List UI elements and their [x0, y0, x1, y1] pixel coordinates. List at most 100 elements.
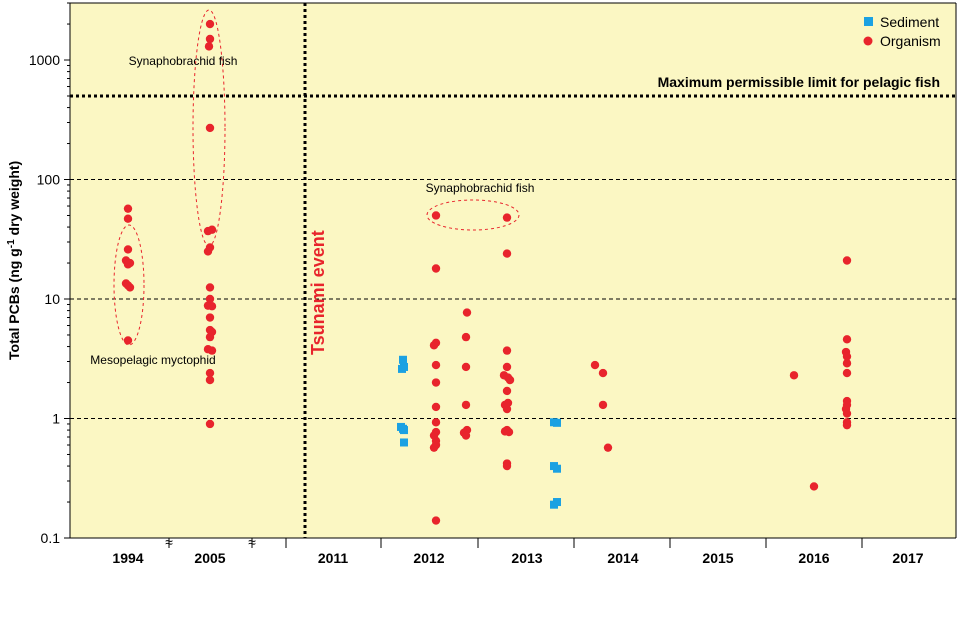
- organism-point-12: [204, 42, 214, 51]
- annotation-2: Synaphobrachid fish: [426, 181, 535, 195]
- annotation-1: Mesopelagic myctophid: [90, 353, 215, 367]
- ellipse-myctophid: [113, 224, 145, 346]
- sediment-point-10: [553, 464, 561, 473]
- annotation-0: Synaphobrachid fish: [129, 54, 238, 68]
- organism-point-78: [842, 368, 852, 378]
- event-line-group: Tsunami event: [303, 3, 328, 538]
- organism-point-69: [598, 368, 608, 378]
- organism-point-59: [502, 386, 512, 396]
- organism-point-55: [502, 362, 512, 372]
- x-tick-label-2005: 2005: [194, 550, 225, 566]
- organism-point-13: [205, 123, 215, 133]
- sediment-point-12: [550, 500, 558, 509]
- annotations: Synaphobrachid fish Mesopelagic myctophid…: [90, 54, 534, 367]
- legend-marker-sediment: [864, 17, 873, 26]
- limit-label: Maximum permissible limit for pelagic fi…: [658, 74, 940, 90]
- x-tick-label-2016: 2016: [798, 550, 829, 566]
- organism-point-44: [431, 516, 441, 525]
- organism-point-82: [842, 409, 852, 418]
- ellipse-synaphobrachid-2012: [426, 199, 520, 231]
- organism-point-25: [205, 332, 215, 342]
- organism-point-70: [598, 400, 608, 410]
- organism-point-74: [842, 335, 852, 344]
- organism-point-52: [502, 213, 512, 222]
- organism-point-72: [789, 371, 799, 380]
- organism-point-32: [431, 264, 441, 273]
- legend-label-1: Organism: [880, 33, 941, 49]
- organism-point-43: [429, 443, 439, 452]
- organism-point-47: [461, 362, 471, 372]
- plot-background: [70, 3, 956, 538]
- organism-point-2: [123, 245, 133, 254]
- x-tick-label-2011: 2011: [318, 550, 349, 566]
- organism-point-77: [842, 359, 852, 368]
- legend-label-0: Sediment: [880, 14, 939, 30]
- x-tick-label-2012: 2012: [413, 550, 444, 566]
- reference-line-group: Maximum permissible limit for pelagic fi…: [70, 74, 956, 98]
- sediment-point-6: [400, 438, 408, 447]
- organism-point-73: [842, 256, 852, 265]
- gridlines: [70, 179, 956, 420]
- organism-point-8: [125, 283, 135, 292]
- organism-point-15: [203, 226, 213, 236]
- sediment-point-5: [400, 426, 408, 435]
- data-points: [121, 19, 852, 525]
- y-tick-label-3: 100: [37, 172, 61, 188]
- organism-point-53: [502, 249, 512, 258]
- organism-point-10: [205, 19, 215, 29]
- legend: Sediment Organism: [863, 14, 941, 49]
- organism-point-27: [207, 346, 217, 355]
- organism-point-30: [205, 419, 215, 429]
- organism-point-71: [603, 443, 613, 452]
- organism-point-58: [505, 375, 515, 385]
- organism-point-37: [431, 402, 441, 412]
- organism-point-76: [842, 352, 852, 361]
- organism-point-48: [461, 400, 471, 410]
- x-tick-label-2014: 2014: [607, 550, 638, 566]
- axis-break-mark-0: ≈: [165, 534, 173, 550]
- organism-point-51: [461, 431, 471, 440]
- axis-break-mark-1: ≈: [248, 534, 256, 550]
- x-tick-label-2017: 2017: [892, 550, 923, 566]
- organism-point-45: [462, 308, 472, 317]
- tsunami-label: Tsunami event: [308, 230, 328, 355]
- y-label-main: Total PCBs (ng g: [6, 248, 22, 360]
- y-tick-label-1: 1: [52, 411, 60, 427]
- organism-point-21: [207, 302, 217, 311]
- organism-point-1: [123, 214, 133, 223]
- organism-point-31: [431, 211, 441, 220]
- organism-point-29: [205, 375, 215, 385]
- organism-point-67: [502, 461, 512, 471]
- sediment-point-2: [398, 364, 406, 373]
- legend-marker-organism: [863, 36, 873, 46]
- organism-point-84: [842, 420, 852, 430]
- organism-point-19: [205, 294, 215, 304]
- y-tick-label-4: 1000: [29, 52, 60, 68]
- y-tick-label-0: 0.1: [41, 530, 61, 546]
- organism-point-36: [431, 378, 441, 387]
- x-tick-label-2013: 2013: [511, 550, 542, 566]
- organism-point-46: [461, 332, 471, 342]
- organism-point-62: [502, 404, 512, 414]
- organism-point-85: [809, 482, 819, 491]
- axes: 0.1 1 10 100 1000 1994 2005 2011 2012 2013 2014 201…: [6, 2, 957, 566]
- organism-point-34: [429, 341, 439, 350]
- x-tick-label-2015: 2015: [702, 550, 733, 566]
- organism-point-0: [123, 204, 133, 213]
- organism-point-22: [205, 313, 215, 322]
- y-label-superscript: -1: [6, 239, 17, 248]
- sediment-point-8: [553, 418, 561, 427]
- organism-point-17: [203, 247, 213, 256]
- organism-point-28: [205, 368, 215, 378]
- organism-point-5: [123, 260, 133, 269]
- organism-point-9: [123, 336, 133, 345]
- organism-point-68: [590, 360, 600, 370]
- x-tick-label-1994: 1994: [112, 550, 143, 566]
- organism-point-35: [431, 360, 441, 370]
- y-tick-label-2: 10: [44, 291, 60, 307]
- organism-point-18: [205, 283, 215, 292]
- organism-point-65: [504, 427, 514, 437]
- organism-point-11: [205, 34, 215, 44]
- sediment-point-0: [399, 355, 407, 364]
